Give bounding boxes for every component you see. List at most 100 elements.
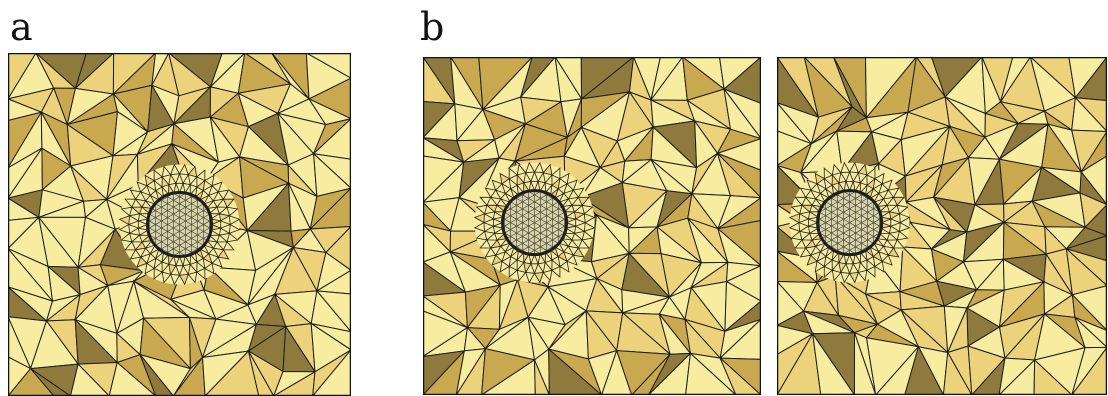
mesh-triangle (139, 191, 151, 202)
mesh-triangle (874, 172, 885, 185)
mesh-triangle (788, 221, 801, 232)
mesh-triangle (483, 225, 496, 234)
mesh-triangle (942, 350, 973, 395)
mesh-triangle (485, 232, 498, 241)
mesh-triangle (794, 196, 807, 207)
mesh-triangle (516, 259, 525, 272)
mesh-triangle (881, 179, 893, 191)
mesh-triangle (831, 173, 840, 186)
mesh-triangle (848, 161, 859, 174)
mesh-triangle (484, 187, 497, 199)
mesh-triangle (831, 259, 840, 272)
mesh-triangle (473, 221, 486, 232)
mesh-triangle (857, 269, 868, 282)
mesh-triangle (187, 271, 198, 284)
mesh-triangle (904, 345, 944, 395)
mesh-triangle (220, 220, 232, 229)
panel-border (423, 57, 761, 395)
fine-mesh-line (149, 213, 204, 246)
fine-mesh-line (502, 217, 555, 249)
mesh-triangle (216, 206, 229, 215)
fine-mesh-line (173, 234, 210, 257)
mesh-triangle (523, 262, 532, 274)
mesh-triangle (202, 253, 213, 265)
mesh-triangle (178, 163, 189, 176)
mesh-triangle (575, 218, 587, 227)
mesh-triangle (823, 255, 833, 268)
mesh-triangle (196, 179, 206, 192)
mesh-triangle (217, 249, 230, 260)
mesh-triangle (153, 179, 163, 192)
mesh-triangle (161, 175, 170, 188)
mesh-triangle (814, 172, 826, 185)
fine-mesh-line (509, 242, 530, 255)
mesh-triangle (69, 363, 110, 396)
mesh-triangle (548, 347, 603, 395)
mesh-triangle (788, 213, 801, 224)
mesh-triangle (218, 227, 231, 236)
mesh-triangle (804, 239, 817, 249)
mesh-triangle (161, 271, 172, 284)
mesh-triangle (161, 261, 170, 274)
panel-label-b: b (420, 5, 445, 49)
mesh-triangle (501, 182, 512, 195)
mesh-triangle (130, 234, 143, 243)
mesh-triangle (216, 234, 229, 243)
mesh-triangle (572, 247, 585, 258)
mesh-triangle (878, 189, 890, 200)
fine-mesh-line (155, 203, 210, 236)
mesh-triangle (153, 267, 163, 280)
mesh-triangle (217, 189, 230, 200)
mesh-triangle (129, 249, 142, 260)
fine-mesh (147, 192, 212, 257)
mesh-triangle (866, 167, 876, 180)
mesh-triangle (814, 260, 826, 273)
mesh-triangle (483, 211, 496, 220)
mesh-triangle (571, 204, 584, 213)
fine-mesh-line (509, 190, 530, 203)
mesh-triangle (544, 173, 553, 186)
mesh-triangle (204, 174, 215, 187)
fine-mesh (817, 190, 882, 255)
mesh-triangle (484, 247, 497, 258)
mesh-triangle (823, 167, 834, 180)
mesh-triangle (168, 173, 177, 186)
mesh-triangle (130, 206, 143, 215)
mesh-triangle (838, 171, 847, 184)
mesh-triangle (831, 163, 842, 176)
fine-mesh-line (184, 244, 205, 257)
mesh-triangle (572, 187, 585, 199)
mesh-triangle (685, 352, 737, 395)
mesh-triangle (475, 204, 488, 215)
fine-mesh-line (854, 242, 875, 255)
mesh-triangle (226, 232, 239, 243)
mesh-triangle (563, 189, 575, 200)
mesh-triangle (196, 257, 206, 270)
mesh-triangle (1071, 346, 1107, 395)
mesh-triangle (823, 265, 834, 278)
fine-mesh-line (528, 232, 566, 255)
mesh-triangle (208, 191, 220, 202)
mesh-triangle (831, 269, 842, 282)
mesh-triangle (129, 189, 142, 200)
mesh-triangle (794, 239, 807, 249)
fine-mesh-line (155, 213, 210, 246)
mesh-triangle (800, 204, 813, 213)
mesh-triangle (840, 272, 851, 284)
fine-mesh-line (829, 217, 882, 249)
mesh-triangle (489, 239, 502, 249)
mesh-triangle (854, 332, 877, 395)
mesh-triangle (161, 165, 172, 178)
mesh-triangle (494, 189, 506, 200)
mesh-triangle (559, 260, 570, 273)
mesh-triangle (581, 204, 594, 215)
mesh-triangle (312, 349, 351, 396)
mesh-triangle (533, 161, 544, 174)
mesh-triangle (890, 218, 902, 227)
mesh-triangle (557, 251, 568, 263)
mesh-triangle (491, 254, 503, 266)
mesh-triangle (523, 171, 532, 184)
mesh-triangle (170, 163, 181, 176)
mesh-triangle (153, 169, 163, 182)
mesh-triangle (542, 269, 553, 282)
